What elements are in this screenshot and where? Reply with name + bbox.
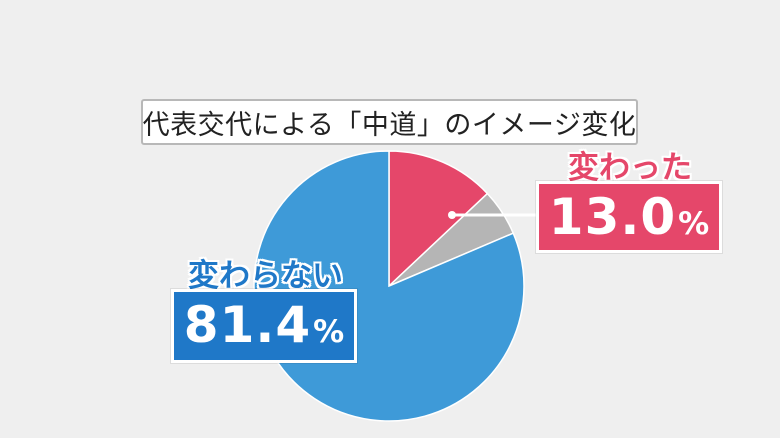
changed-leader-dot (448, 211, 456, 219)
slice-changed (388, 150, 489, 288)
changed-percent-sign: % (678, 206, 710, 242)
changed-label: 変わった (568, 150, 692, 186)
unchanged-percent-sign: % (313, 314, 345, 350)
changed-value: 13.0 (548, 188, 677, 246)
chart-title: 代表交代による「中道」のイメージ変化 (141, 99, 638, 145)
unchanged-label: 変わらない (188, 258, 343, 294)
unchanged-value: 81.4 (183, 296, 312, 354)
unchanged-value-box: 81.4 % (171, 289, 357, 363)
changed-value-box: 13.0 % (536, 181, 722, 253)
